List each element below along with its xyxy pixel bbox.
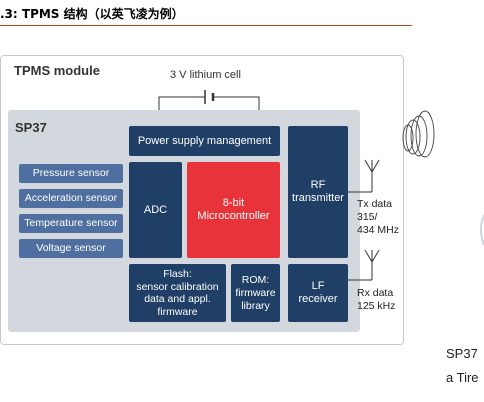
pressure-sensor-block: Pressure sensor xyxy=(19,164,123,183)
power-supply-block: Power supply management xyxy=(129,126,280,156)
temperature-sensor-block: Temperature sensor xyxy=(19,214,123,233)
flash-block: Flash: sensor calibration data and appl.… xyxy=(129,264,226,322)
battery-cell-icon xyxy=(158,90,260,110)
figure-heading: .3: TPMS 结构（以英飞凌为例） xyxy=(0,7,184,21)
acceleration-sensor-block: Acceleration sensor xyxy=(19,189,123,208)
tx-antenna-icon xyxy=(348,159,380,193)
battery-label: 3 V lithium cell xyxy=(170,69,241,81)
rx-data-label: Rx data 125 kHz xyxy=(357,287,396,312)
heading-divider xyxy=(0,25,412,26)
cropped-caption-line-1: SP37 xyxy=(446,346,478,361)
radio-waves-icon xyxy=(402,110,435,158)
tx-data-label: Tx data 315/ 434 MHz xyxy=(357,198,400,236)
rf-transmitter-block: RF transmitter xyxy=(288,126,348,258)
module-title: TPMS module xyxy=(14,63,100,78)
adc-block: ADC xyxy=(129,162,182,258)
cropped-caption-line-2: a Tire xyxy=(446,370,479,385)
microcontroller-block: 8-bit Microcontroller xyxy=(187,162,280,258)
rom-block: ROM: firmware library xyxy=(231,264,280,322)
rx-antenna-icon xyxy=(348,249,380,281)
voltage-sensor-block: Voltage sensor xyxy=(19,239,123,258)
cropped-arc xyxy=(480,214,484,246)
chip-label: SP37 xyxy=(15,120,47,135)
lf-receiver-block: LF receiver xyxy=(288,264,348,322)
